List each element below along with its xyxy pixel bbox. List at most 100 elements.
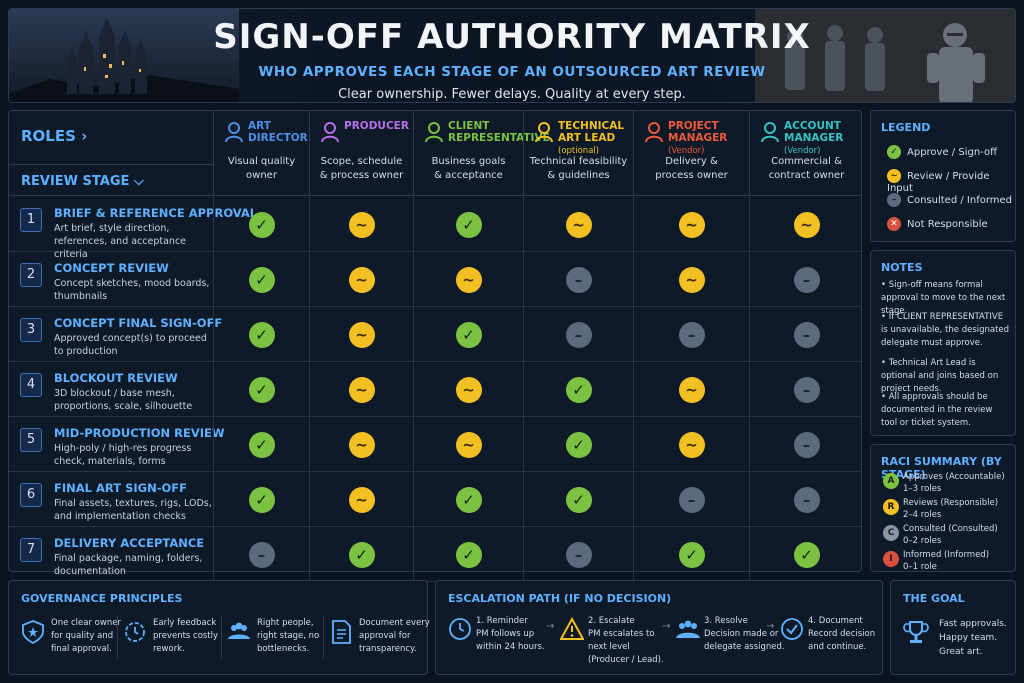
approve-mark-icon: ✓	[565, 431, 592, 458]
matrix-cell: ✓	[413, 197, 523, 252]
raci-label: Informed (Informed)	[903, 550, 990, 560]
stage-description: Final assets, textures, rigs, LODs, and …	[54, 498, 212, 522]
escalation-step-body: PM escalates to next level (Producer / L…	[588, 629, 664, 665]
role-desc-line: & process owner	[319, 170, 404, 181]
producer-person-icon	[321, 122, 339, 143]
stage-row: 1 BRIEF & REFERENCE APPROVAL Art brief, st…	[9, 197, 861, 260]
role-name: PROJECT MANAGER (Vendor)	[668, 120, 747, 157]
matrix-cell: ✓	[413, 472, 523, 527]
role-name-text: PRODUCER	[344, 120, 409, 132]
matrix-cell: ~	[309, 417, 413, 472]
trophy-icon	[903, 621, 929, 643]
approve-mark-icon: ✓	[248, 321, 275, 348]
role-qualifier: (Vendor)	[784, 146, 821, 156]
am-person-icon	[761, 122, 779, 143]
role-name-text: TECHNICAL ART LEAD	[558, 120, 625, 144]
stage-title: MID-PRODUCTION REVIEW	[54, 426, 225, 440]
matrix-cell: ~	[309, 362, 413, 417]
governance-panel: GOVERNANCE PRINCIPLES One clear owner fo…	[8, 580, 430, 675]
escalation-step-text: 4. Document Record decision and continue.	[808, 615, 890, 654]
stage-row: 5 MID-PRODUCTION REVIEW High-poly / high-r…	[9, 417, 861, 472]
note-item: • All approvals should be documented in …	[881, 392, 993, 428]
matrix-cell: ✓	[749, 527, 863, 582]
approve-mark-icon: ✓	[793, 541, 820, 568]
stage-description: Concept sketches, mood boards, thumbnail…	[54, 278, 210, 302]
stage-description: High-poly / high-res progress check, mat…	[54, 443, 192, 467]
consult-mark-icon: –	[678, 321, 705, 348]
role-name: ACCOUNT MANAGER (Vendor)	[784, 120, 861, 157]
role-header: TECHNICAL ART LEAD (optional) Technical f…	[523, 111, 633, 195]
stage-number-badge: 5	[20, 428, 42, 452]
escalation-step-head: 2. Escalate	[588, 616, 635, 626]
team-icon	[228, 622, 250, 639]
raci-count: 0–2 roles	[903, 536, 942, 546]
approve-mark-icon: ✓	[565, 486, 592, 513]
governance-text: Document every approval for transparency…	[359, 618, 430, 654]
approve-legend-icon: ✓	[887, 145, 901, 159]
approve-mark-icon: ✓	[248, 431, 275, 458]
raci-text: Consulted (Consulted) 0–2 roles	[903, 523, 1013, 547]
divider	[117, 615, 118, 659]
approve-mark-icon: ✓	[455, 211, 482, 238]
client-person-icon	[425, 122, 443, 143]
governance-text: Right people, right stage, no bottleneck…	[257, 618, 320, 654]
matrix-cell: ~	[633, 197, 749, 252]
matrix-cell: –	[749, 307, 863, 362]
role-desc-line: Visual quality	[227, 156, 296, 167]
role-name-text: PROJECT MANAGER	[668, 120, 728, 144]
role-desc-line: owner	[246, 170, 277, 181]
legend-item: ✕ Not Responsible	[887, 217, 988, 231]
matrix-cell: ✓	[213, 307, 309, 362]
approve-mark-icon: ✓	[565, 376, 592, 403]
escalation-step-text: 1. Reminder PM follows up within 24 hours…	[476, 615, 558, 654]
divider	[221, 615, 222, 659]
matrix-cell: ✓	[213, 362, 309, 417]
stage-title: CONCEPT REVIEW	[54, 261, 169, 275]
notes-panel: NOTES • Sign-off means formal approval t…	[870, 250, 1016, 436]
role-desc-line: Scope, schedule	[320, 156, 403, 167]
matrix-cell: –	[213, 527, 309, 582]
raci-label: Consulted (Consulted)	[903, 524, 998, 534]
raci-text: Informed (Informed) 0–1 role	[903, 549, 1013, 573]
consult-mark-icon: –	[678, 486, 705, 513]
review-mark-icon: ~	[348, 431, 375, 458]
arrow-icon: →	[546, 621, 555, 632]
role-header: PROJECT MANAGER (Vendor) Delivery & proces…	[633, 111, 749, 195]
approve-mark-icon: ✓	[678, 541, 705, 568]
role-header: ACCOUNT MANAGER (Vendor) Commercial & cont…	[749, 111, 863, 195]
review-stage-label: REVIEW STAGE ⌵	[21, 174, 144, 189]
stage-row: 3 CONCEPT FINAL SIGN-OFF Approved concept(…	[9, 307, 861, 362]
page-subtitle: WHO APPROVES EACH STAGE OF AN OUTSOURCED…	[258, 64, 766, 80]
check-circle-icon	[781, 618, 803, 640]
role-description: Technical feasibility & guidelines	[524, 155, 633, 183]
matrix-cell: ~	[309, 197, 413, 252]
consult-mark-icon: –	[793, 321, 820, 348]
approve-mark-icon: ✓	[348, 541, 375, 568]
clock-cycle-icon	[125, 622, 145, 642]
goal-title: THE GOAL	[903, 592, 965, 605]
tech-lead-person-icon	[535, 122, 553, 143]
matrix-cell: ✓	[213, 472, 309, 527]
governance-text: One clear owner for quality and final ap…	[51, 618, 121, 654]
raci-letter-badge: R	[883, 499, 899, 515]
legend-title: LEGEND	[881, 121, 931, 134]
stage-number-badge: 7	[20, 538, 42, 562]
escalation-step-body: PM follows up within 24 hours.	[476, 629, 545, 652]
raci-label: Reviews (Responsible)	[903, 498, 999, 508]
note-item: • Sign-off means formal approval to move…	[881, 280, 1006, 316]
goal-line: Great art.	[939, 647, 983, 657]
escalation-step-text: 3. Resolve Decision made or delegate assi…	[704, 615, 786, 654]
goal-lines: Fast approvals. Happy team. Great art.	[939, 617, 1007, 659]
legend-item: – Consulted / Informed	[887, 193, 1012, 207]
legend-item: ✓ Approve / Sign-off	[887, 145, 997, 159]
raci-text: Approves (Accountable) 1–3 roles	[903, 471, 1013, 495]
role-desc-line: process owner	[655, 170, 728, 181]
stage-number-badge: 1	[20, 208, 42, 232]
shield-star-icon	[22, 620, 44, 645]
clock-icon	[449, 618, 471, 640]
matrix-cell: –	[523, 307, 633, 362]
review-mark-icon: ~	[455, 376, 482, 403]
review-mark-icon: ~	[565, 211, 592, 238]
escalation-step-body: Record decision and continue.	[808, 629, 876, 652]
document-icon	[332, 620, 351, 644]
